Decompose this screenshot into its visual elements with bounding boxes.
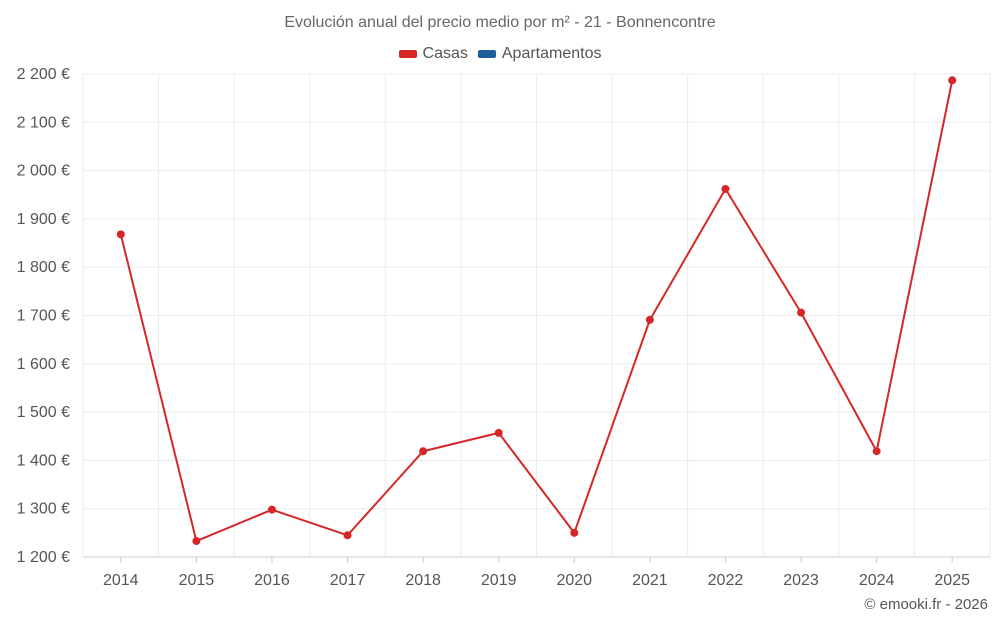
legend-swatch-apartamentos [477, 50, 496, 58]
data-point [645, 315, 654, 324]
data-point [948, 76, 957, 85]
x-tick-label: 2022 [708, 572, 744, 589]
data-point [570, 528, 579, 537]
x-tick-label: 2020 [556, 572, 592, 589]
x-tick-label: 2021 [632, 572, 668, 589]
data-point [797, 308, 806, 317]
data-point [872, 447, 881, 456]
data-point [343, 531, 352, 540]
legend: Casas Apartamentos [0, 45, 1000, 63]
x-tick-label: 2018 [405, 572, 441, 589]
y-tick-label: 1 300 € [17, 501, 70, 518]
x-tick-label: 2019 [481, 572, 517, 589]
x-tick-label: 2024 [859, 572, 895, 589]
data-point [419, 447, 428, 456]
y-tick-label: 1 500 € [17, 404, 70, 421]
legend-label-apartamentos: Apartamentos [501, 45, 602, 62]
y-tick-label: 1 800 € [17, 259, 70, 276]
y-tick-label: 1 200 € [17, 549, 70, 566]
y-tick-label: 1 700 € [17, 308, 70, 325]
legend-swatch-casas [398, 50, 417, 58]
data-point [494, 428, 503, 437]
legend-label-casas: Casas [422, 45, 468, 62]
data-point [192, 537, 201, 546]
y-tick-label: 1 600 € [17, 356, 70, 373]
y-tick-label: 1 900 € [17, 211, 70, 228]
credit-text: © emooki.fr - 2026 [864, 596, 988, 613]
chart-title: Evolución anual del precio medio por m² … [284, 14, 716, 31]
data-point [116, 230, 125, 239]
x-tick-label: 2017 [330, 572, 366, 589]
legend-item-casas[interactable]: Casas [398, 45, 468, 63]
x-tick-label: 2025 [934, 572, 970, 589]
data-point [721, 184, 730, 193]
x-tick-label: 2016 [254, 572, 290, 589]
x-tick-label: 2015 [179, 572, 215, 589]
y-tick-label: 2 100 € [17, 114, 70, 131]
y-tick-label: 2 000 € [17, 163, 70, 180]
data-point [267, 505, 276, 514]
x-tick-label: 2014 [103, 572, 139, 589]
y-tick-label: 2 200 € [17, 66, 70, 83]
series-line-casas [119, 80, 954, 543]
y-tick-label: 1 400 € [17, 452, 70, 469]
legend-item-apartamentos[interactable]: Apartamentos [477, 45, 602, 63]
x-tick-label: 2023 [783, 572, 819, 589]
